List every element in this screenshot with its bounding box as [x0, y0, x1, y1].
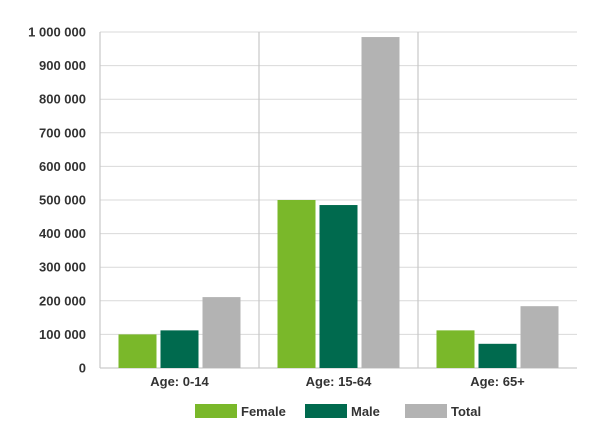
- bar-male: [478, 343, 517, 368]
- y-tick-label: 600 000: [39, 159, 86, 174]
- y-tick-label: 800 000: [39, 92, 86, 107]
- y-tick-label: 900 000: [39, 58, 86, 73]
- y-tick-label: 0: [79, 361, 86, 376]
- y-tick-label: 100 000: [39, 327, 86, 342]
- bar-total: [520, 306, 559, 368]
- x-axis-categories: Age: 0-14 Age: 15-64 Age: 65+: [150, 374, 525, 389]
- x-category-label: Age: 65+: [470, 374, 525, 389]
- bar-male: [319, 205, 358, 368]
- legend-label-total: Total: [451, 404, 481, 419]
- bars: [118, 37, 559, 368]
- legend-label-female: Female: [241, 404, 286, 419]
- legend-swatch-female: [195, 404, 237, 418]
- y-tick-label: 200 000: [39, 293, 86, 308]
- legend-label-male: Male: [351, 404, 380, 419]
- legend-swatch-male: [305, 404, 347, 418]
- legend: Female Male Total: [195, 404, 481, 419]
- y-tick-label: 1 000 000: [28, 25, 86, 40]
- category-separators: [99, 32, 419, 368]
- bar-male: [160, 330, 199, 368]
- x-category-label: Age: 0-14: [150, 374, 209, 389]
- bar-total: [202, 297, 241, 368]
- bar-total: [361, 37, 400, 368]
- bar-female: [277, 200, 316, 368]
- legend-swatch-total: [405, 404, 447, 418]
- y-tick-label: 700 000: [39, 125, 86, 140]
- bar-female: [436, 330, 475, 368]
- x-category-label: Age: 15-64: [306, 374, 373, 389]
- y-axis-ticks: 0 100 000 200 000 300 000 400 000 500 000 600 …: [28, 25, 86, 376]
- y-tick-label: 500 000: [39, 193, 86, 208]
- y-tick-label: 400 000: [39, 226, 86, 241]
- bar-female: [118, 334, 157, 368]
- y-tick-label: 300 000: [39, 260, 86, 275]
